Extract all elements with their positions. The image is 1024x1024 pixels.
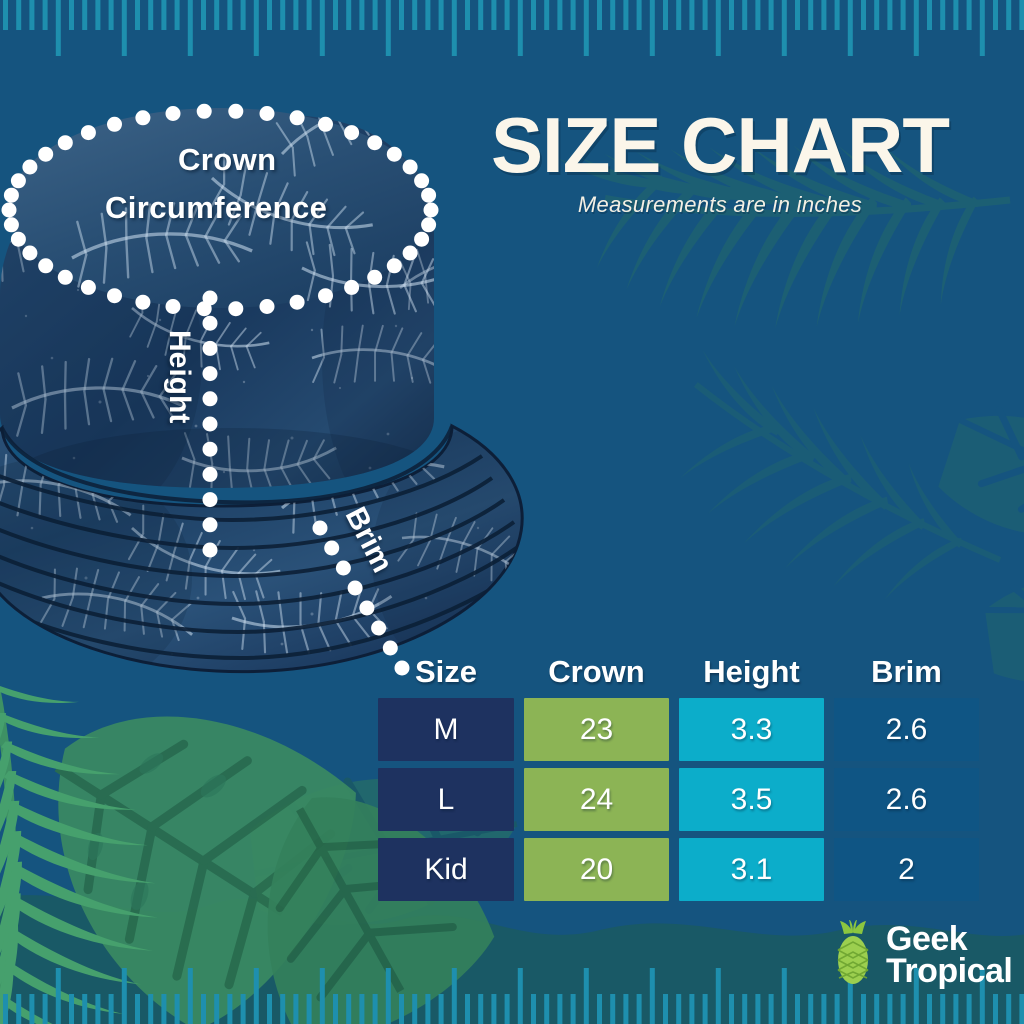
- table-header-row: Size Crown Height Brim: [378, 654, 1000, 690]
- title-block: SIZE CHART Measurements are in inches: [470, 106, 970, 218]
- cell-size: Kid: [378, 838, 514, 901]
- label-circumference: Circumference: [105, 190, 328, 225]
- pineapple-icon: [828, 919, 878, 991]
- column-header-brim: Brim: [871, 654, 942, 689]
- cell-brim: 2.6: [834, 768, 979, 831]
- cell-height: 3.3: [679, 698, 824, 761]
- crown-circumference-dots: [1, 103, 439, 317]
- ruler-border-top: [0, 0, 1024, 66]
- cell-crown: 24: [524, 768, 669, 831]
- brim-measure-dots: [312, 520, 410, 676]
- palm-frond-top-right: [556, 139, 1011, 329]
- brand-line-1: Geek: [886, 920, 968, 959]
- cell-crown: 20: [524, 838, 669, 901]
- table-row: L 24 3.5 2.6: [378, 768, 1000, 831]
- cell-crown: 23: [524, 698, 669, 761]
- table-row: M 23 3.3 2.6: [378, 698, 1000, 761]
- cell-brim: 2.6: [834, 698, 979, 761]
- brand-line-2: Tropical: [886, 951, 1013, 990]
- brand-logo: Geek Tropical: [828, 919, 1013, 991]
- brand-wordmark: Geek Tropical: [886, 920, 1013, 990]
- label-height: Height: [163, 330, 196, 424]
- palm-frond-bottom-left: [0, 657, 158, 1024]
- cell-height: 3.1: [679, 838, 824, 901]
- hat-brim: [0, 423, 524, 674]
- page-title: SIZE CHART: [491, 101, 950, 189]
- column-header-height: Height: [703, 654, 800, 689]
- table-row: Kid 20 3.1 2: [378, 838, 1000, 901]
- page-subtitle: Measurements are in inches: [577, 192, 863, 217]
- ruler-border-bottom: [0, 958, 1024, 1024]
- cell-brim: 2: [834, 838, 979, 901]
- size-table: Size Crown Height Brim M 23 3.3 2.6 L 24…: [378, 654, 1000, 908]
- column-header-crown: Crown: [548, 654, 645, 689]
- cell-size: M: [378, 698, 514, 761]
- label-crown: Crown: [178, 142, 277, 177]
- column-header-size: Size: [414, 654, 478, 689]
- cell-size: L: [378, 768, 514, 831]
- height-measure-dots: [202, 290, 218, 558]
- cell-height: 3.5: [679, 768, 824, 831]
- palm-frond-mid-right: [676, 350, 1002, 601]
- hat-crown-top: [8, 108, 434, 325]
- monstera-right: [938, 406, 1024, 683]
